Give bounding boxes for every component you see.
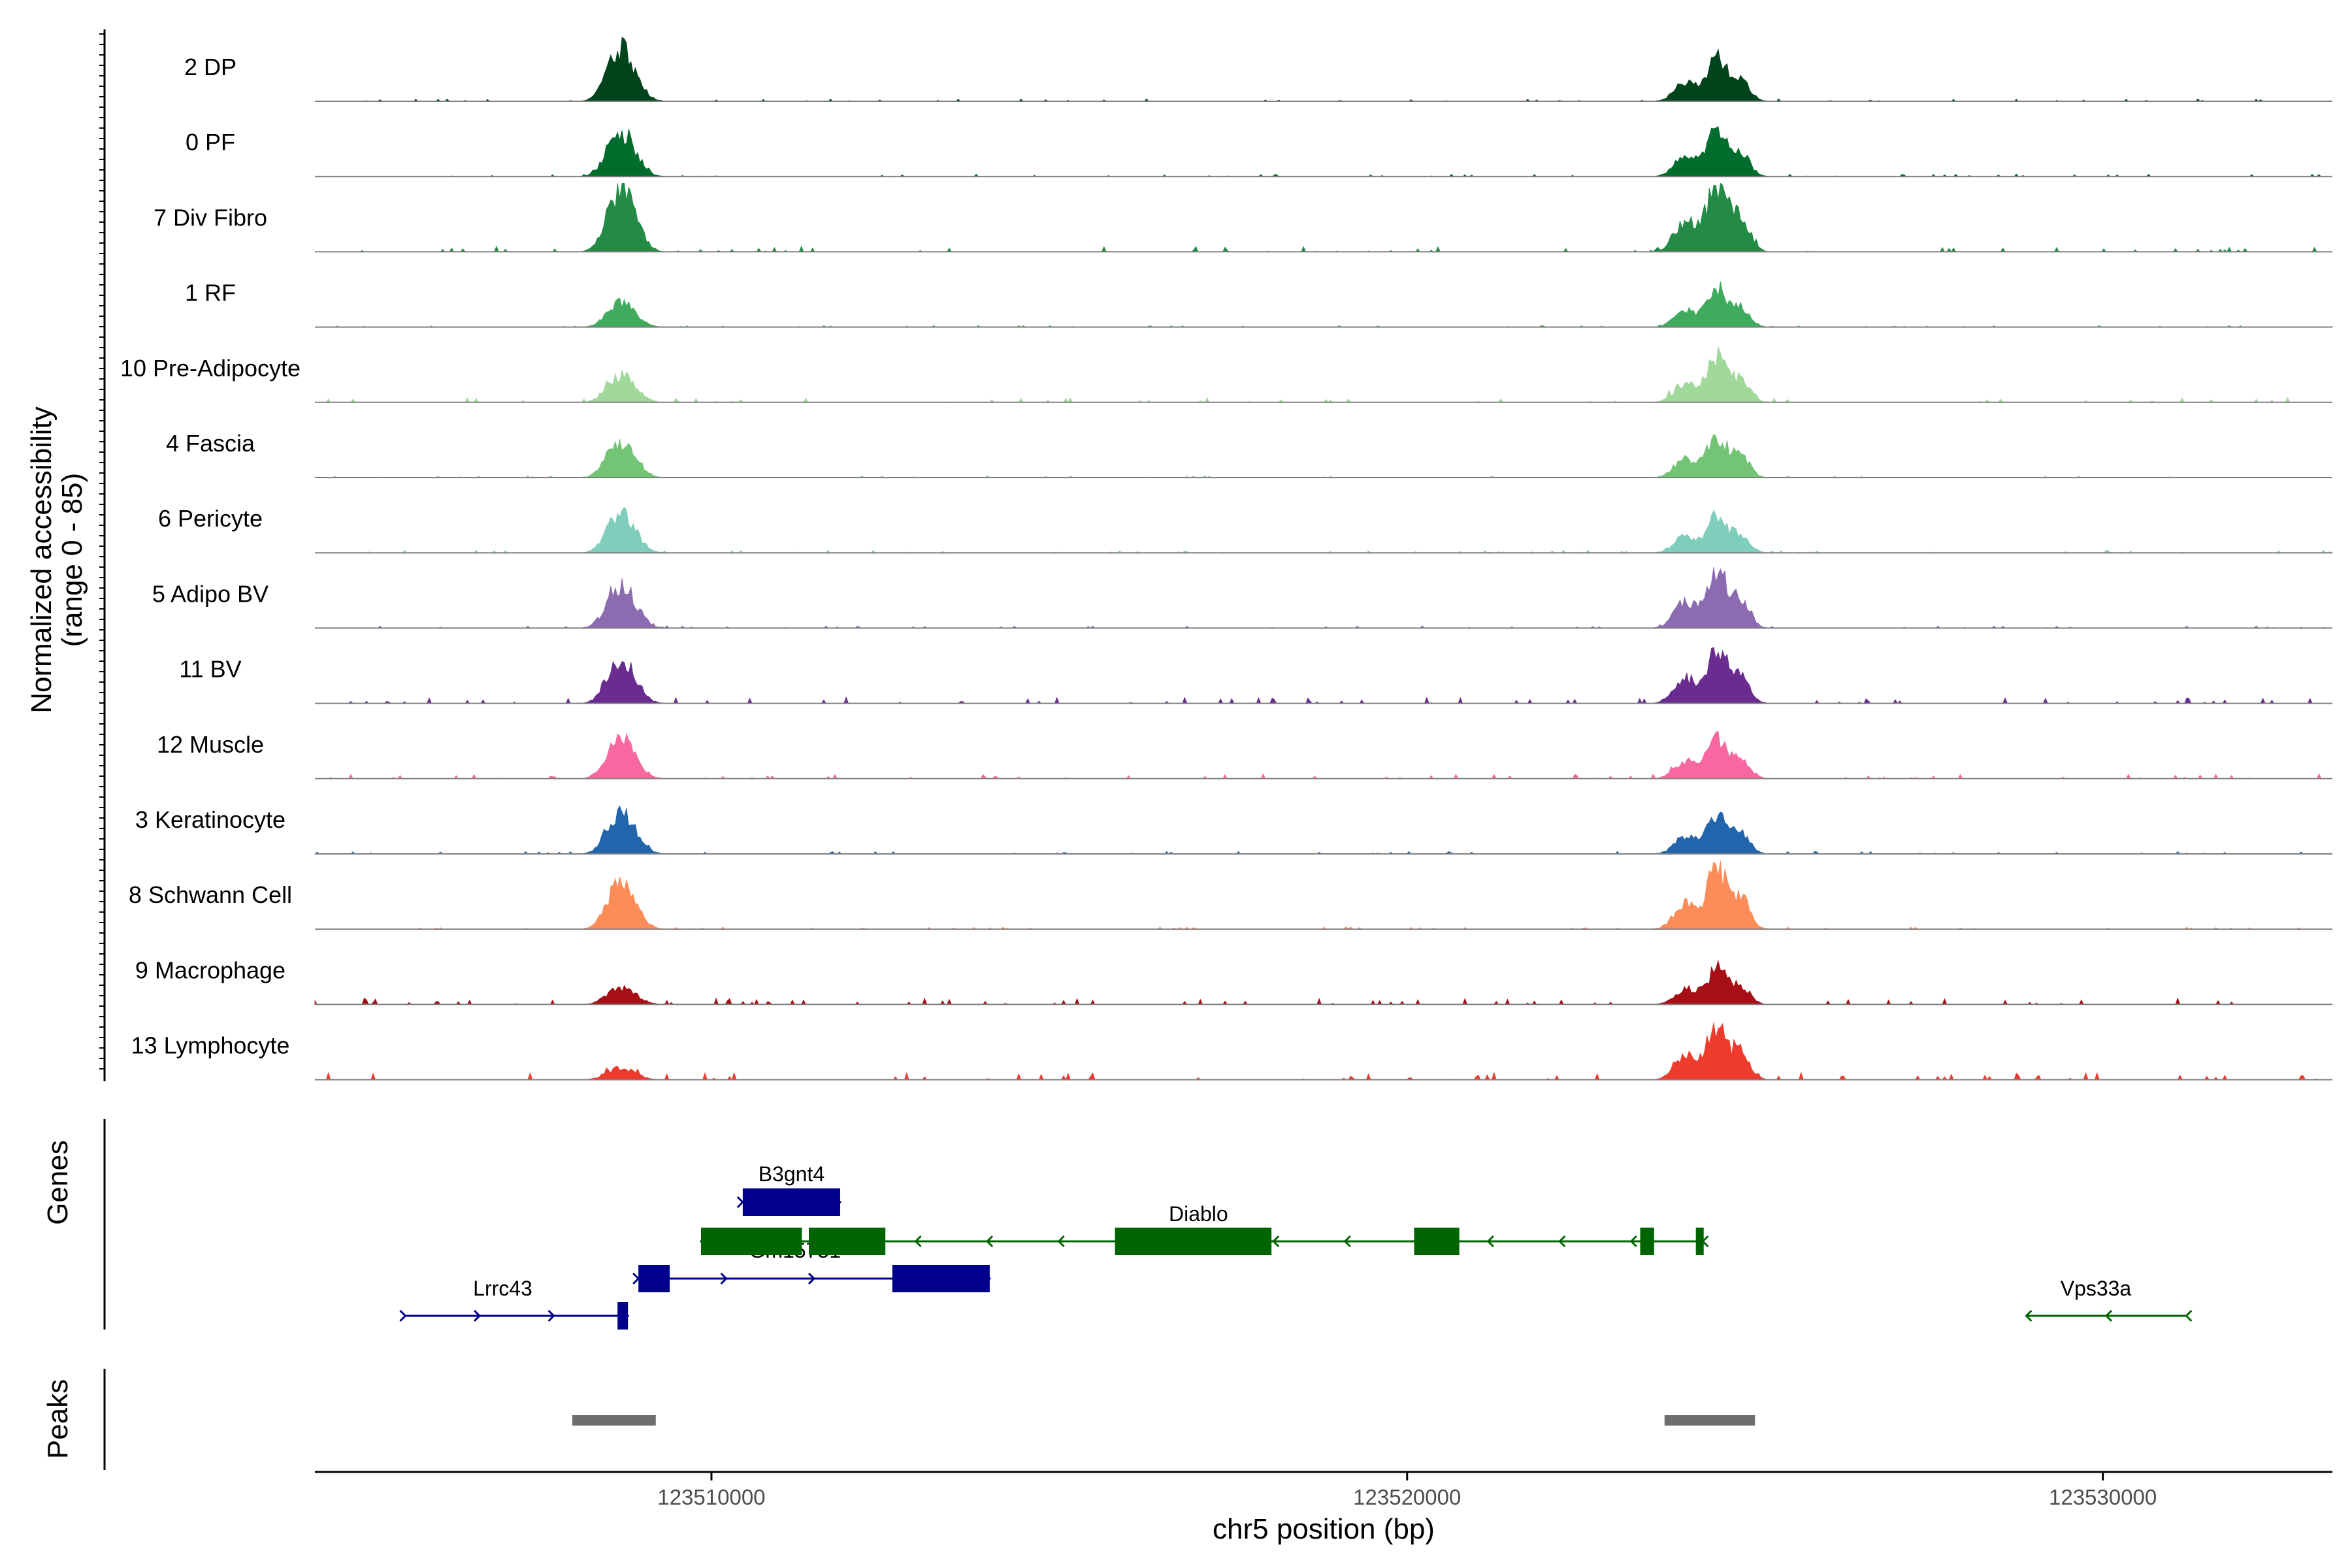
strand-arrow <box>1558 1235 1566 1248</box>
track-label: 12 Muscle <box>157 731 264 758</box>
track-label: 4 Fascia <box>166 430 255 457</box>
track-label: 3 Keratinocyte <box>135 806 286 833</box>
strand-arrow <box>547 1309 555 1322</box>
track-9: 12 Muscle <box>157 730 2332 779</box>
peak-region <box>1664 1415 1756 1426</box>
strand-arrow <box>808 1272 816 1285</box>
track-label: 10 Pre-Adipocyte <box>120 355 301 382</box>
track-label: 8 Schwann Cell <box>129 881 292 908</box>
gene-diablo: Diablo <box>699 1202 1709 1255</box>
track-label: 9 Macrophage <box>135 956 286 983</box>
gene-label: Diablo <box>1169 1202 1228 1226</box>
exon <box>1695 1228 1704 1255</box>
x-tick-label: 123510000 <box>657 1485 765 1509</box>
peak-region <box>572 1415 656 1426</box>
strand-arrow <box>1057 1235 1065 1248</box>
gene-label: B3gnt4 <box>759 1162 825 1186</box>
strand-arrow <box>1343 1235 1351 1248</box>
track-4: 10 Pre-Adipocyte <box>120 346 2332 403</box>
gene-vps33a: Vps33a <box>2025 1277 2193 1322</box>
track-5: 4 Fascia <box>166 430 2332 478</box>
strand-arrow <box>473 1309 482 1322</box>
x-tick-label: 123520000 <box>1353 1485 1461 1509</box>
accessibility-tracks: 2 DP 0 PF 7 Div Fibro 1 RF 10 Pre-Adipocyte 4… <box>120 37 2333 1081</box>
x-axis-ticks: 123510000 123520000 123530000 <box>657 1472 2157 1509</box>
strand-arrow <box>914 1235 922 1248</box>
strand-arrow <box>1272 1235 1280 1248</box>
track-12: 9 Macrophage <box>135 956 2332 1005</box>
track-label: 6 Pericyte <box>158 505 263 532</box>
strand-arrow <box>2185 1309 2193 1322</box>
y-axis-range: (range 0 - 85) <box>56 473 88 647</box>
y-axis-ticks <box>99 33 105 1070</box>
track-13: 13 Lymphocyte <box>131 1022 2332 1081</box>
track-10: 3 Keratinocyte <box>135 805 2332 855</box>
track-label: 1 RF <box>185 280 236 306</box>
track-label: 11 BV <box>179 656 241 683</box>
strand-arrow <box>1486 1235 1494 1248</box>
strand-arrow <box>2104 1309 2112 1322</box>
exon <box>809 1228 886 1255</box>
exon <box>1640 1228 1654 1255</box>
peaks-panel <box>572 1415 1756 1426</box>
track-label: 0 PF <box>186 129 235 155</box>
genes-panel: Lrrc43B3gnt4Gm15751DiabloVps33a <box>399 1162 2193 1330</box>
track-8: 11 BV <box>179 647 2332 704</box>
track-2: 7 Div Fibro <box>154 182 2332 253</box>
track-3: 1 RF <box>185 280 2333 328</box>
exon <box>892 1265 990 1292</box>
x-axis-title: chr5 position (bp) <box>1213 1513 1435 1545</box>
track-label: 7 Div Fibro <box>154 204 267 231</box>
strand-arrow <box>720 1272 728 1285</box>
exon <box>700 1228 802 1255</box>
gene-b3gnt4: B3gnt4 <box>736 1162 842 1216</box>
strand-arrow <box>1629 1235 1637 1248</box>
exon <box>1414 1228 1460 1255</box>
track-1: 0 PF <box>186 126 2332 178</box>
gene-label: Lrrc43 <box>473 1277 532 1300</box>
x-tick-label: 123530000 <box>2049 1485 2157 1509</box>
track-11: 8 Schwann Cell <box>129 860 2332 930</box>
exon <box>638 1265 670 1292</box>
exon <box>1115 1228 1272 1255</box>
track-label: 13 Lymphocyte <box>131 1032 290 1059</box>
strand-arrow <box>399 1309 407 1322</box>
gene-lrrc43: Lrrc43 <box>399 1277 630 1330</box>
track-6: 6 Pericyte <box>158 505 2333 554</box>
track-label: 5 Adipo BV <box>152 580 269 607</box>
genes-panel-title: Genes <box>42 1140 74 1225</box>
strand-arrow <box>985 1235 994 1248</box>
track-label: 2 DP <box>184 54 237 80</box>
y-axis-title: Normalized accessibility <box>25 406 57 713</box>
exon <box>742 1188 840 1216</box>
exon <box>617 1302 629 1330</box>
gene-label: Vps33a <box>2061 1277 2132 1300</box>
strand-arrow <box>2025 1309 2033 1322</box>
peaks-panel-title: Peaks <box>42 1379 74 1459</box>
track-7: 5 Adipo BV <box>152 566 2332 629</box>
track-0: 2 DP <box>184 37 2332 102</box>
